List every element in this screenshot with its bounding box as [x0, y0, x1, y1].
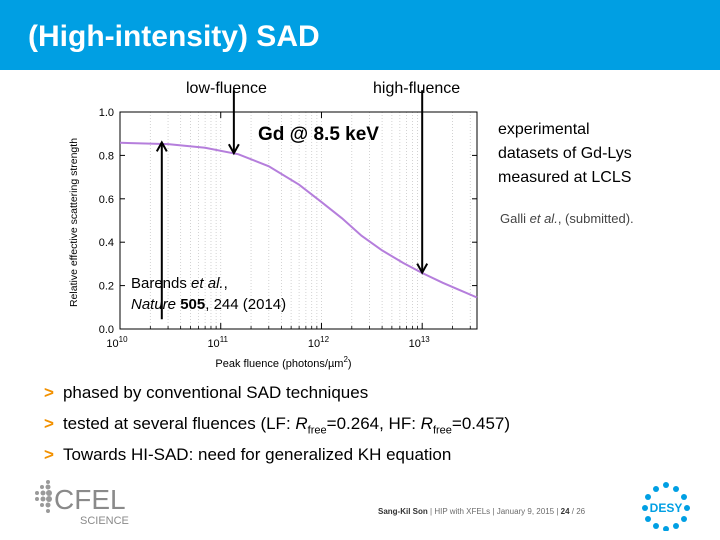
- svg-text:DESY: DESY: [650, 501, 683, 515]
- chart-series: [119, 141, 478, 299]
- bullet-marker: >: [44, 414, 54, 433]
- svg-text:CFEL: CFEL: [54, 484, 126, 515]
- barends-note-line1: Barends et al.,: [131, 275, 228, 292]
- chart-annotation: Gd @ 8.5 keV: [258, 124, 379, 145]
- bullet-list: > phased by conventional SAD techniques …: [44, 383, 510, 476]
- svg-text:SCIENCE: SCIENCE: [80, 515, 129, 527]
- side-text-line2: datasets of Gd-Lys: [498, 145, 632, 162]
- arrow-head: [227, 143, 240, 156]
- footer: Sang-Kil Son | HIP with XFELs | January …: [378, 507, 586, 516]
- title-bar: (High-intensity) SAD: [0, 0, 720, 70]
- barends-note-line2: Nature 505, 244 (2014): [131, 296, 286, 313]
- x-tick-label: 1013: [409, 335, 431, 350]
- side-text: experimental datasets of Gd-Lys measured…: [498, 118, 698, 190]
- arrow-head: [416, 263, 429, 275]
- cfel-logo: CFEL SCIENCE: [28, 478, 138, 533]
- y-tick-label: 0.8: [99, 150, 114, 162]
- bullet-item: > tested at several fluences (LF: Rfree=…: [44, 414, 511, 437]
- y-axis-label: Relative effective scattering strength: [68, 138, 80, 307]
- side-text-line1: experimental: [498, 121, 590, 138]
- bullet-item: > phased by conventional SAD techniques: [44, 383, 369, 402]
- y-tick-label: 0.4: [99, 237, 114, 249]
- y-tick-label: 1.0: [99, 107, 114, 119]
- low-fluence-label: low-fluence: [186, 80, 267, 97]
- plot-frame: [119, 111, 478, 330]
- x-axis-label: Peak fluence (photons/µm2): [215, 355, 351, 370]
- desy-logo: DESY: [636, 481, 696, 536]
- bullet-marker: >: [44, 383, 54, 402]
- citation: Galli et al., (submitted).: [500, 211, 634, 226]
- bullet-item: > Towards HI-SAD: need for generalized K…: [44, 445, 452, 464]
- barends-note: Barends et al., Nature 505, 244 (2014): [131, 275, 286, 313]
- y-tick-label: 0.0: [99, 324, 114, 336]
- arrow-head: [155, 140, 168, 152]
- chart-grid: [149, 112, 471, 329]
- fluence-chart: 0.0 0.2 0.4 0.6 0.8 1.0 1010 1011 1012 1013 Gd @ …: [68, 90, 478, 370]
- y-tick-label: 0.6: [99, 194, 114, 206]
- y-tick-label: 0.2: [99, 281, 114, 293]
- x-tick-label: 1010: [106, 335, 128, 350]
- series-line: [119, 141, 478, 299]
- slide-title: (High-intensity) SAD: [28, 20, 320, 53]
- side-text-line3: measured at LCLS: [498, 169, 632, 186]
- x-tick-label: 1011: [207, 335, 228, 350]
- chart-arrows: [155, 90, 429, 320]
- x-tick-label: 1012: [308, 335, 330, 350]
- chart-ticks: 0.0 0.2 0.4 0.6 0.8 1.0 1010 1011 1012 1013: [99, 107, 477, 350]
- high-fluence-label: high-fluence: [373, 80, 461, 97]
- bullet-marker: >: [44, 445, 54, 464]
